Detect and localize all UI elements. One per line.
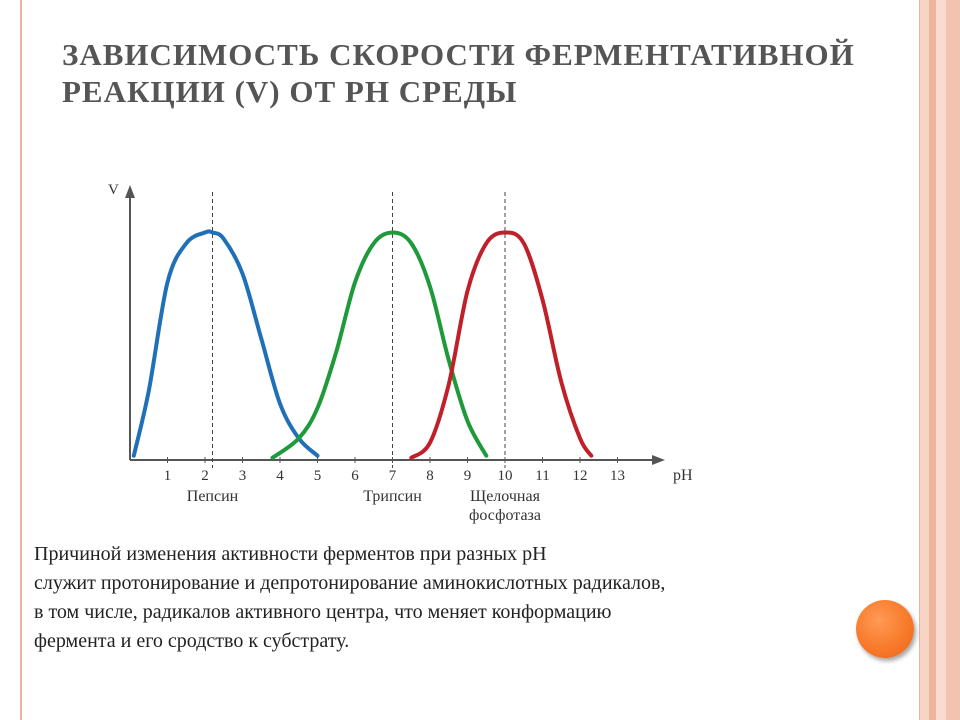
x-tick-label: 8 [426,468,434,484]
series-label-3: фосфотаза [469,507,541,524]
x-tick-label: 7 [389,468,397,484]
stripe-1 [920,0,929,720]
x-tick-label: 6 [351,468,359,484]
x-tick-label: 2 [201,468,209,484]
y-axis-arrow [125,185,135,198]
chart-curves [131,229,594,460]
orange-orb-decoration [856,600,914,658]
caption-line-2: служит протонирование и депротонирование… [34,572,666,594]
caption-line-1: Причиной изменения активности ферментов … [34,543,547,565]
x-axis-arrow [652,455,665,465]
x-tick-label: 11 [535,468,549,484]
stripe-3 [936,0,946,720]
x-axis-label: pH [673,467,693,484]
x-tick-label: 5 [314,468,322,484]
y-axis-label: V [108,182,119,198]
x-tick-label: 1 [164,468,172,484]
chart-axes: VpH [108,182,693,484]
x-tick-label: 4 [276,468,284,484]
x-tick-labels: 1 2 3 4 5 6 7 8 9 10 11 12 13 [164,457,625,484]
x-tick-label: 3 [239,468,247,484]
x-tick-label: 10 [498,468,513,484]
x-tick-label: 12 [573,468,588,484]
slide-title: ЗАВИСИМОСТЬ СКОРОСТИ ФЕРМЕНТАТИВНОЙ РЕАК… [62,37,855,109]
optimum-lines [212,192,506,468]
x-tick-label: 9 [464,468,472,484]
series-curve-2 [270,230,489,460]
series-label-2: Трипсин [363,488,422,505]
series-curve-1 [131,229,320,458]
slide-caption: Причиной изменения активности ферментов … [34,540,914,656]
stripe-4 [946,0,960,720]
series-curve-3 [409,230,594,460]
stripe-2 [929,0,936,720]
series-label-1: Пепсин [187,488,239,505]
series-label-3: Щелочная [470,488,541,505]
ph-activity-chart: VpH 1 2 3 4 5 6 7 8 9 10 11 12 13 Пепсин Трипсин Щелоч… [108,182,693,524]
x-tick-label: 13 [610,468,625,484]
decorative-stripes [920,0,960,720]
caption-line-4: фермента и его сродство к субстрату. [34,630,350,652]
series-labels: Пепсин Трипсин Щелочная фосфотаза [187,488,541,524]
caption-line-3: в том числе, радикалов активного центра,… [34,601,612,623]
